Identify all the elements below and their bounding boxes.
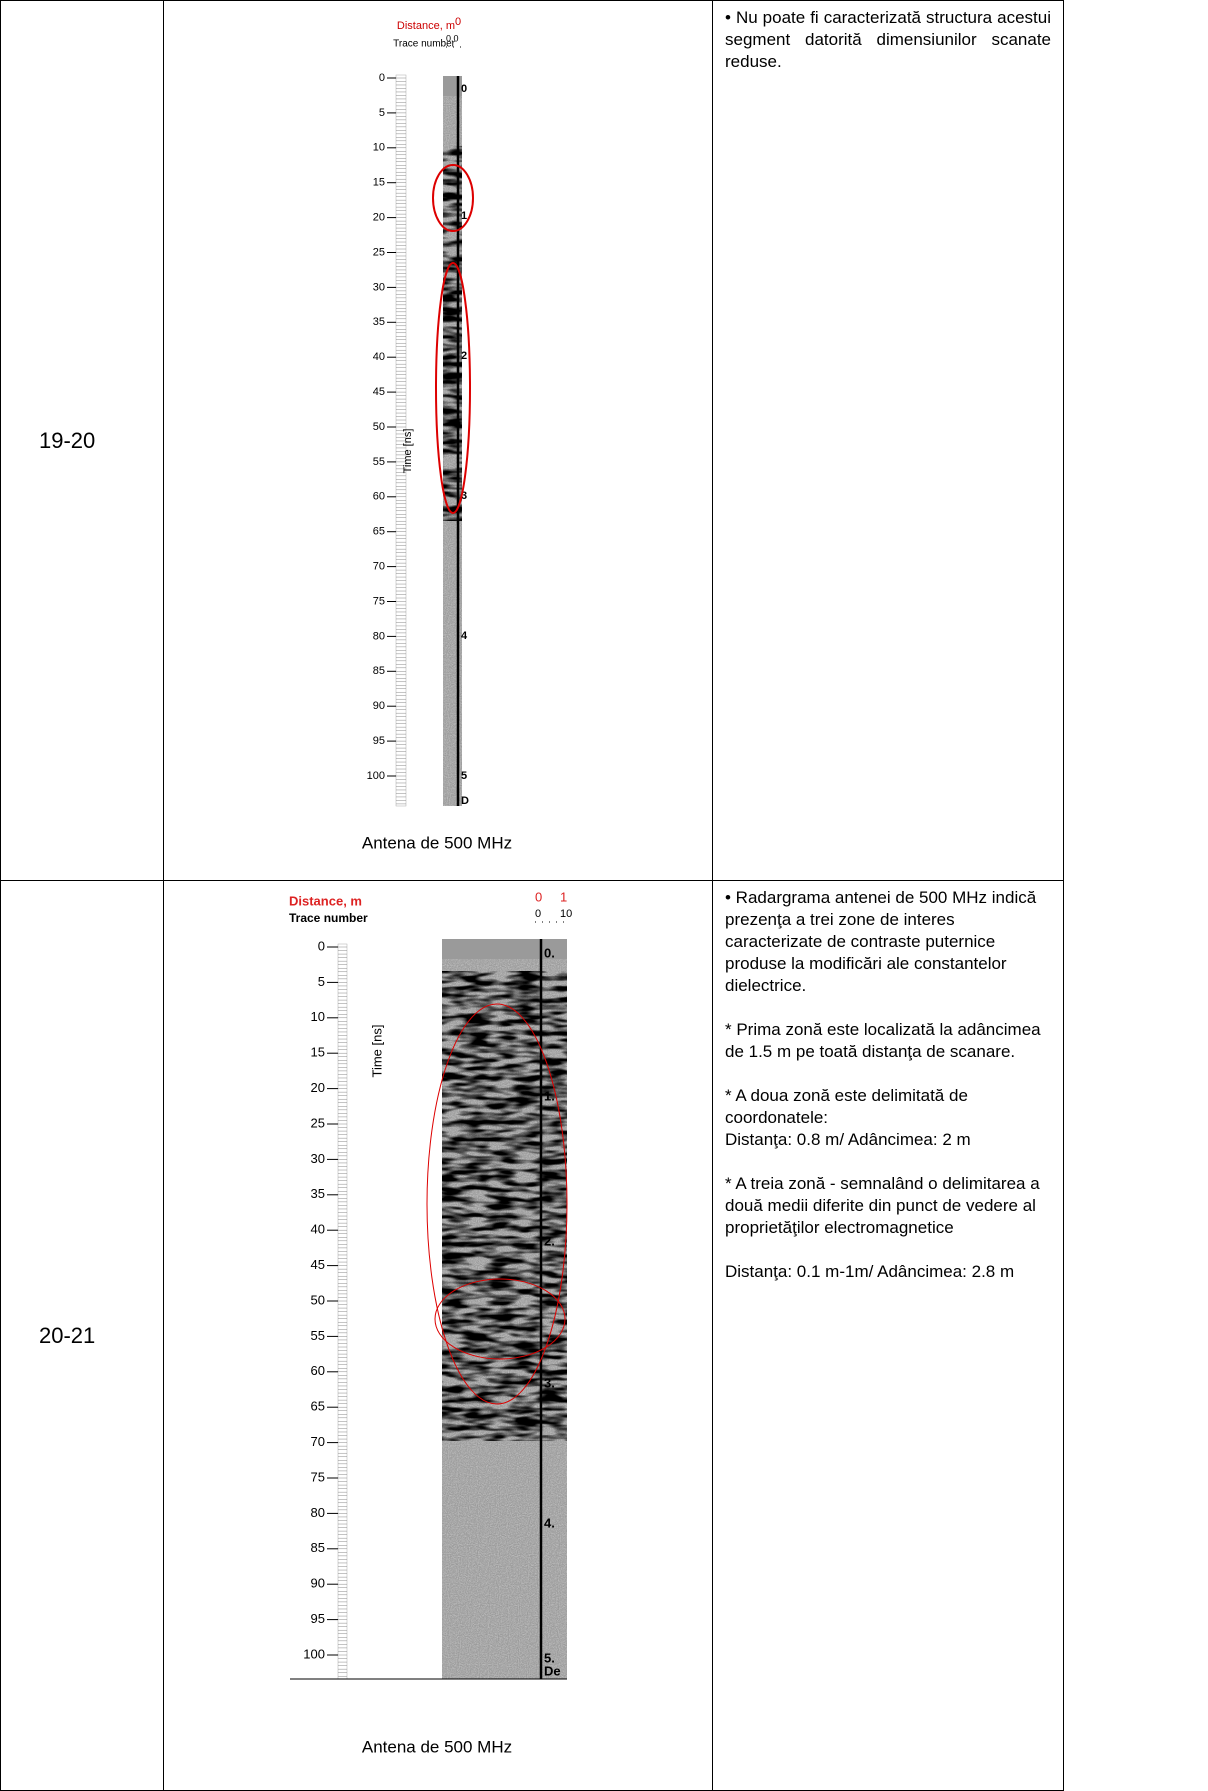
time-tick-label: 15 [373, 177, 385, 189]
time-tick-label: 70 [311, 1434, 325, 1449]
note: * Prima zonă este localizată la adâncime… [725, 1020, 1041, 1061]
time-tick-label: 40 [373, 351, 385, 363]
time-tick-label: 80 [373, 630, 385, 642]
time-tick-label: 30 [311, 1151, 325, 1166]
depth-tick: 2. [544, 1233, 555, 1248]
time-tick-label: 35 [373, 316, 385, 328]
time-label: Time [ns] [369, 1025, 384, 1078]
time-tick-label: 90 [311, 1576, 325, 1591]
time-tick-label: 20 [311, 1080, 325, 1095]
time-tick-label: 55 [311, 1328, 325, 1343]
note: • Nu poate fi caracterizată structura ac… [725, 8, 1051, 71]
time-tick-label: 85 [373, 665, 385, 677]
highlight [434, 1278, 566, 1360]
time-tick-label: 0 [318, 938, 325, 953]
note: * A treia zonă - semnalând o delimitarea… [725, 1174, 1040, 1237]
note: • Radargrama antenei de 500 MHz indică p… [725, 888, 1037, 995]
note: Distanţa: 0.1 m-1m/ Adâncimea: 2.8 m [725, 1262, 1015, 1281]
time-tick-label: 90 [373, 700, 385, 712]
time-tick-label: 25 [311, 1115, 325, 1130]
time-tick-label: 20 [373, 212, 385, 224]
highlight [435, 262, 471, 514]
depth-tick: 4. [544, 1515, 555, 1530]
time-tick-label: 45 [373, 386, 385, 398]
time-tick-label: 0 [379, 72, 385, 84]
depth-tick: 3. [544, 1375, 555, 1390]
depth-tick: 2 [461, 350, 467, 362]
time-tick-label: 60 [373, 491, 385, 503]
depth-tick: 5 [461, 770, 467, 782]
trace-label: Trace number [289, 911, 368, 925]
time-tick-label: 100 [367, 770, 385, 782]
table: 19-20 Distance, m Trace number 0 0.0 0 5 10 15 2… [0, 0, 1064, 1791]
time-tick-label: 65 [311, 1399, 325, 1414]
time-tick-label: 75 [311, 1469, 325, 1484]
time-tick-label: 100 [303, 1646, 325, 1661]
time-tick-label: 55 [373, 456, 385, 468]
scan-bands [442, 971, 567, 1441]
trace-label: Trace number [393, 39, 456, 50]
time-tick-label: 70 [373, 561, 385, 573]
caption: Antena de 500 MHz [362, 1737, 512, 1756]
distance-label: Distance, m [397, 20, 455, 32]
caption: Antena de 500 MHz [362, 833, 512, 852]
note: * A doua zonă este delimitată de coordon… [725, 1086, 971, 1149]
time-tick-label: 5 [379, 107, 385, 119]
distance-tick: 0 [455, 16, 461, 28]
depth-tick: De [544, 1663, 561, 1678]
depth-tick: 3 [461, 490, 467, 502]
radargram-cell: Distance, m Trace number 0 0.0 0 5 10 15 20 25 30 3… [163, 0, 713, 881]
time-tick-label: 75 [373, 595, 385, 607]
time-tick-label: 30 [373, 281, 385, 293]
trace-tick: 0 [535, 908, 541, 920]
time-tick-label: 25 [373, 246, 385, 258]
row: 20-21 Distance, m Trace number 0 1 0 10 0 5 10 15… [0, 880, 1064, 1791]
distance-tick: 0 [535, 889, 542, 904]
ruler [395, 74, 407, 807]
distance-label: Distance, m [289, 893, 362, 908]
depth-tick: 4 [461, 630, 468, 642]
notes: • Radargrama antenei de 500 MHz indică p… [712, 880, 1064, 1791]
time-tick-label: 35 [311, 1186, 325, 1201]
highlight [432, 164, 474, 232]
depth-tick: 1. [544, 1088, 555, 1103]
time-tick-label: 50 [311, 1292, 325, 1307]
time-tick-label: 40 [311, 1222, 325, 1237]
depth-tick: D [461, 795, 469, 807]
time-tick-label: 60 [311, 1363, 325, 1378]
time-tick-label: 45 [311, 1257, 325, 1272]
time-tick-label: 15 [311, 1045, 325, 1060]
row: 19-20 Distance, m Trace number 0 0.0 0 5 10 15 2… [0, 0, 1064, 881]
time-label: Time [ns] [402, 429, 414, 474]
highlight [426, 1003, 568, 1405]
time-tick-label: 5 [318, 974, 325, 989]
time-tick-label: 10 [311, 1009, 325, 1024]
trace-tick: 0.0 [446, 33, 459, 43]
segment: 19-20 [0, 0, 164, 881]
depth-tick: 5. [544, 1650, 555, 1665]
radargram-cell: Distance, m Trace number 0 1 0 10 0 5 10 15 20 25 30… [163, 880, 713, 1791]
segment: 20-21 [0, 880, 164, 1791]
distance-tick: 1 [560, 889, 567, 904]
time-tick-label: 65 [373, 526, 385, 538]
time-tick-label: 50 [373, 421, 385, 433]
depth-tick: 0 [461, 83, 467, 95]
depth-tick: 0. [544, 945, 555, 960]
time-tick-label: 10 [373, 142, 385, 154]
time-tick-label: 85 [311, 1540, 325, 1555]
notes: • Nu poate fi caracterizată structura ac… [712, 0, 1064, 881]
time-tick-label: 95 [311, 1611, 325, 1626]
trace-tick: 10 [560, 908, 572, 920]
time-tick-label: 95 [373, 735, 385, 747]
depth-tick: 1 [461, 210, 467, 222]
time-tick-label: 80 [311, 1505, 325, 1520]
